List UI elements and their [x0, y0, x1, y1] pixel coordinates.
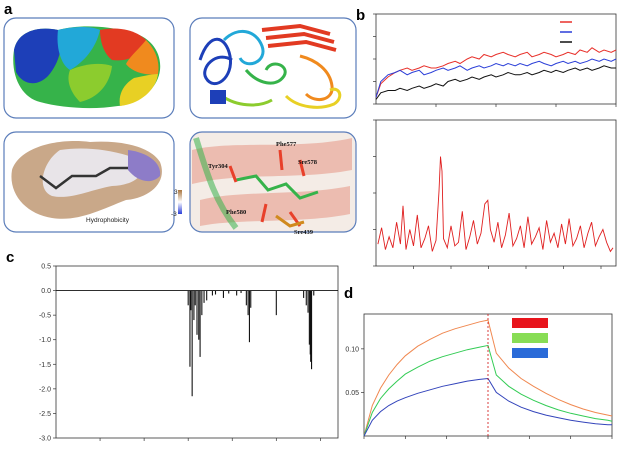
scale-min-label: -3	[171, 211, 177, 218]
y-tick-label: 0.5	[41, 264, 51, 271]
binding-pocket-image: Phe577 Sre578 Tyr304 Phe580 Sre439	[189, 131, 357, 236]
y-tick-label: -1.0	[39, 337, 51, 344]
y-tick-label: 0.0	[41, 288, 51, 295]
legend-swatch	[512, 348, 548, 358]
rmsd-chart	[373, 13, 617, 107]
plot-frame	[375, 119, 617, 267]
y-tick-label: -0.5	[39, 313, 51, 320]
y-tick-label: -3.0	[39, 436, 51, 443]
legend-swatch	[512, 318, 548, 328]
y-tick-label: -2.0	[39, 386, 51, 393]
fitting-series-1	[363, 344, 613, 437]
y-tick-label: 0.05	[345, 390, 359, 397]
y-tick-label: 0.10	[345, 346, 359, 353]
residue-label-phe580: Phe580	[226, 209, 246, 216]
residue-label-sre578: Sre578	[298, 159, 318, 166]
hydrophobicity-scale-bar	[178, 190, 182, 214]
residue-label-phe577: Phe577	[276, 141, 297, 148]
protein-surface-image	[3, 17, 175, 119]
rmsf-chart	[373, 119, 617, 269]
panel-label-a: a	[4, 1, 13, 18]
fitting-series-0	[363, 319, 613, 437]
rmsf-series	[377, 156, 614, 253]
fitting-series-2	[363, 377, 612, 437]
plot-frame	[55, 265, 339, 439]
residue-label-tyr304: Tyr304	[208, 163, 228, 170]
hydrophobicity-label: Hydrophobicity	[86, 217, 130, 224]
rmsd-series-complex	[375, 47, 617, 98]
panel-label-c: c	[6, 249, 14, 266]
residue-label-sre439: Sre439	[294, 229, 314, 236]
panel-label-d: d	[344, 285, 353, 302]
rmsd-series-pocket	[375, 58, 617, 98]
y-tick-label: -2.5	[39, 411, 51, 418]
legend-swatch	[512, 333, 548, 343]
rmsd-series-ligand	[375, 65, 616, 100]
panel-label-b: b	[356, 7, 365, 24]
y-tick-label: -1.5	[39, 362, 51, 369]
hydrophobicity-surface-image: Hydrophobicity 3 -3	[3, 131, 182, 233]
binding-energy-chart: 0.5 0.0 -0.5 -1.0 -1.5 -2.0 -2.5 -3.0	[39, 264, 339, 443]
scale-max-label: 3	[174, 189, 178, 196]
plot-frame	[375, 13, 617, 105]
fitting-view-chart: 0.05 0.10	[345, 313, 613, 439]
protein-ribbon-image	[189, 17, 357, 119]
